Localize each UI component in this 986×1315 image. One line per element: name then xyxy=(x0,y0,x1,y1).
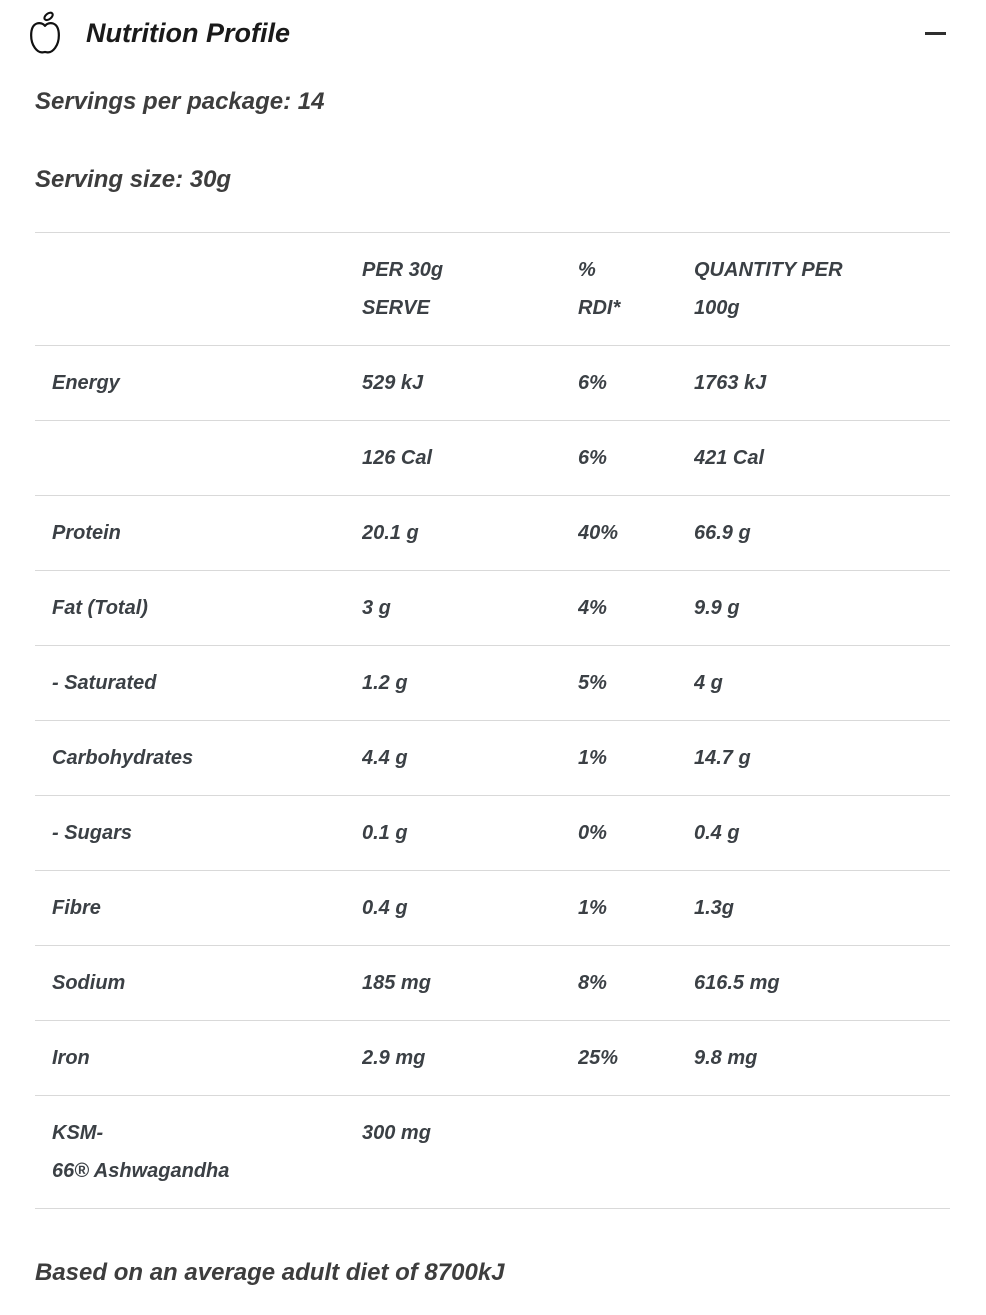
table-row: Carbohydrates 4.4 g 1% 14.7 g xyxy=(35,720,950,796)
per-100g-value: 0.4 g xyxy=(694,795,950,871)
per-serve-value: 1.2 g xyxy=(362,645,578,721)
per-100g-value: 9.9 g xyxy=(694,570,950,646)
rdi-value: 40% xyxy=(578,495,694,571)
rdi-value xyxy=(578,1095,694,1209)
table-row: Iron 2.9 mg 25% 9.8 mg xyxy=(35,1020,950,1096)
column-header-per-100g: QUANTITY PER 100g xyxy=(694,232,950,346)
nutrition-profile-panel: Nutrition Profile Servings per package: … xyxy=(0,0,986,1286)
accordion-header[interactable]: Nutrition Profile xyxy=(0,0,986,56)
nutrient-label: Protein xyxy=(35,495,362,571)
per-100g-value: 1763 kJ xyxy=(694,345,950,421)
rdi-value: 5% xyxy=(578,645,694,721)
rdi-value: 1% xyxy=(578,870,694,946)
rdi-value: 6% xyxy=(578,345,694,421)
per-100g-value: 4 g xyxy=(694,645,950,721)
serving-size: Serving size: 30g xyxy=(35,166,232,193)
minus-icon xyxy=(925,31,946,35)
nutrient-label: Carbohydrates xyxy=(35,720,362,796)
table-row: Fat (Total) 3 g 4% 9.9 g xyxy=(35,570,950,646)
rdi-value: 4% xyxy=(578,570,694,646)
column-header-nutrient xyxy=(35,232,362,346)
servings-per-package: Servings per package: 14 xyxy=(35,88,325,115)
nutrient-label: KSM- 66® Ashwagandha xyxy=(35,1095,362,1209)
nutrient-label: Fat (Total) xyxy=(35,570,362,646)
per-100g-value xyxy=(694,1095,950,1209)
per-100g-value: 14.7 g xyxy=(694,720,950,796)
rdi-value: 6% xyxy=(578,420,694,496)
nutrient-label: Energy xyxy=(35,345,362,421)
table-row: 126 Cal 6% 421 Cal xyxy=(35,420,950,496)
per-serve-value: 4.4 g xyxy=(362,720,578,796)
nutrient-label xyxy=(35,420,362,496)
table-row: - Sugars 0.1 g 0% 0.4 g xyxy=(35,795,950,871)
rdi-value: 0% xyxy=(578,795,694,871)
per-100g-value: 9.8 mg xyxy=(694,1020,950,1096)
per-serve-value: 185 mg xyxy=(362,945,578,1021)
table-header-row: PER 30g SERVE % RDI* QUANTITY PER 100g xyxy=(35,232,950,346)
table-row: Energy 529 kJ 6% 1763 kJ xyxy=(35,345,950,421)
section-title: Nutrition Profile xyxy=(86,17,290,48)
nutrient-label: Fibre xyxy=(35,870,362,946)
per-serve-value: 3 g xyxy=(362,570,578,646)
table-body: Energy 529 kJ 6% 1763 kJ 126 Cal 6% 421 … xyxy=(35,345,950,1209)
table-row: Protein 20.1 g 40% 66.9 g xyxy=(35,495,950,571)
per-serve-value: 529 kJ xyxy=(362,345,578,421)
apple-icon xyxy=(26,10,64,56)
collapse-button[interactable] xyxy=(925,20,946,47)
rdi-value: 8% xyxy=(578,945,694,1021)
per-serve-value: 2.9 mg xyxy=(362,1020,578,1096)
nutrient-label: Sodium xyxy=(35,945,362,1021)
nutrient-label: - Saturated xyxy=(35,645,362,721)
per-100g-value: 1.3g xyxy=(694,870,950,946)
column-header-rdi: % RDI* xyxy=(578,232,694,346)
table-row: Sodium 185 mg 8% 616.5 mg xyxy=(35,945,950,1021)
table-row: KSM- 66® Ashwagandha 300 mg xyxy=(35,1095,950,1209)
nutrient-label: - Sugars xyxy=(35,795,362,871)
table-row: Fibre 0.4 g 1% 1.3g xyxy=(35,870,950,946)
per-serve-value: 126 Cal xyxy=(362,420,578,496)
column-header-per-serve: PER 30g SERVE xyxy=(362,232,578,346)
rdi-value: 1% xyxy=(578,720,694,796)
per-100g-value: 66.9 g xyxy=(694,495,950,571)
nutrient-label: Iron xyxy=(35,1020,362,1096)
table-row: - Saturated 1.2 g 5% 4 g xyxy=(35,645,950,721)
rdi-value: 25% xyxy=(578,1020,694,1096)
rdi-footnote: Based on an average adult diet of 8700kJ xyxy=(35,1259,505,1286)
per-serve-value: 0.4 g xyxy=(362,870,578,946)
nutrition-table: PER 30g SERVE % RDI* QUANTITY PER 100g E… xyxy=(35,232,950,1209)
per-serve-value: 20.1 g xyxy=(362,495,578,571)
per-serve-value: 300 mg xyxy=(362,1095,578,1209)
per-100g-value: 616.5 mg xyxy=(694,945,950,1021)
per-100g-value: 421 Cal xyxy=(694,420,950,496)
per-serve-value: 0.1 g xyxy=(362,795,578,871)
